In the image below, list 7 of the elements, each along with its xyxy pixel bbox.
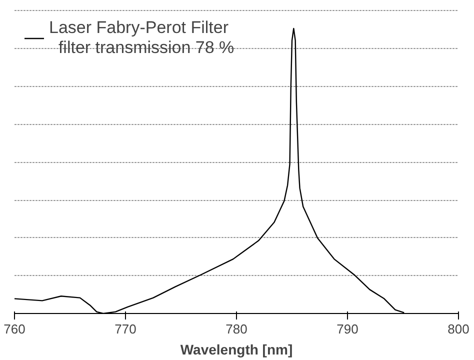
x-tick-label: 770 — [114, 322, 136, 336]
x-axis-title: Wavelength [nm] — [180, 342, 293, 358]
x-tick-label: 790 — [336, 322, 358, 336]
x-tick-label: 800 — [448, 322, 470, 336]
x-tick-label: 760 — [4, 322, 26, 336]
x-tick-label: 780 — [226, 322, 248, 336]
legend-label: Laser Fabry-Perot Filter filter transmission 78 % — [49, 18, 234, 58]
